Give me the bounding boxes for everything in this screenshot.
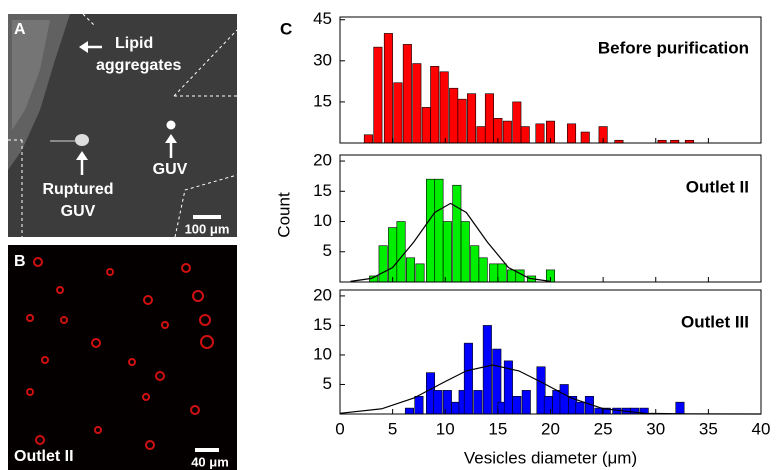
- annotation: Outlet II: [14, 448, 74, 465]
- y-tick-label: 15: [313, 315, 332, 334]
- y-tick-label: 15: [313, 91, 332, 110]
- bar: [383, 33, 393, 144]
- annotation: GUV: [61, 203, 96, 220]
- bar: [378, 245, 388, 283]
- bar: [484, 93, 494, 144]
- bar: [363, 134, 373, 144]
- bar: [521, 390, 531, 415]
- y-axis-label: Count: [274, 192, 293, 238]
- y-tick-label: 5: [323, 241, 332, 260]
- bar: [396, 221, 406, 283]
- bar: [502, 120, 512, 144]
- bar: [439, 71, 449, 144]
- bar: [373, 46, 383, 144]
- annotation: Lipid: [115, 35, 153, 52]
- bar: [482, 325, 492, 415]
- bar: [421, 107, 431, 144]
- y-tick-label: 10: [313, 211, 332, 230]
- bar: [470, 245, 480, 283]
- annotation: aggregates: [96, 57, 181, 74]
- bar: [476, 126, 486, 144]
- x-tick-label: 0: [335, 419, 344, 438]
- bar: [452, 184, 462, 283]
- micrograph-b: B Outlet II 40 μm: [8, 245, 237, 470]
- bar: [434, 178, 444, 283]
- bar: [463, 342, 473, 415]
- bar: [457, 98, 467, 144]
- annotation: GUV: [153, 161, 188, 178]
- bar: [559, 384, 569, 415]
- bar: [402, 44, 412, 144]
- bar: [442, 221, 452, 283]
- x-tick-label: 40: [752, 419, 771, 438]
- bar: [535, 123, 545, 144]
- y-tick-label: 5: [323, 374, 332, 393]
- micrograph-a: A Lipid aggregates Ruptured GUV GUV 100 …: [8, 13, 238, 238]
- bar: [449, 87, 459, 144]
- x-tick-label: 30: [646, 419, 665, 438]
- bar: [497, 263, 507, 283]
- x-tick-label: 35: [699, 419, 718, 438]
- panel-letter: A: [14, 21, 26, 38]
- bar: [415, 263, 425, 283]
- bar: [426, 178, 436, 283]
- fit-curve: [350, 202, 551, 282]
- x-axis-label: Vesicles diameter (μm): [464, 448, 637, 467]
- bar: [543, 395, 553, 415]
- x-tick-label: 10: [436, 419, 455, 438]
- plot-frame: [339, 289, 762, 415]
- x-tick-label: 20: [541, 419, 560, 438]
- bar: [580, 131, 590, 144]
- y-tick-label: 20: [313, 285, 332, 304]
- annotation: Ruptured: [42, 181, 113, 198]
- bar: [473, 390, 483, 415]
- panel-letter: C: [280, 19, 292, 38]
- y-tick-label: 15: [313, 181, 332, 200]
- bar: [414, 395, 424, 415]
- bar: [460, 221, 470, 283]
- x-tick-label: 15: [488, 419, 507, 438]
- bar: [567, 123, 577, 144]
- panel-title: Outlet III: [681, 312, 749, 331]
- bar: [507, 269, 517, 283]
- bar: [512, 101, 522, 144]
- y-tick-label: 20: [313, 151, 332, 170]
- bar: [393, 82, 403, 144]
- bar: [442, 390, 452, 415]
- fit-curve: [339, 364, 762, 415]
- y-tick-label: 30: [313, 50, 332, 69]
- bar: [489, 263, 499, 283]
- bar: [433, 390, 443, 415]
- scale-bar-label: 100 μm: [185, 221, 230, 236]
- scale-bar-label: 40 μm: [191, 454, 229, 469]
- x-tick-label: 25: [594, 419, 613, 438]
- bar: [478, 257, 488, 283]
- panel-letter: B: [14, 253, 26, 270]
- bar: [675, 401, 685, 415]
- panel-title: Before purification: [598, 38, 749, 57]
- y-tick-label: 45: [313, 9, 332, 28]
- x-tick-label: 5: [388, 419, 397, 438]
- bar: [406, 257, 416, 283]
- bar: [520, 126, 530, 144]
- bar: [388, 227, 398, 283]
- bar: [404, 407, 414, 415]
- bar: [575, 401, 585, 415]
- bar: [467, 93, 477, 144]
- bar: [430, 66, 440, 144]
- bar: [630, 407, 640, 415]
- y-tick-label: 10: [313, 344, 332, 363]
- panel-title: Outlet II: [686, 177, 749, 196]
- bar: [512, 395, 522, 415]
- bar: [412, 63, 422, 144]
